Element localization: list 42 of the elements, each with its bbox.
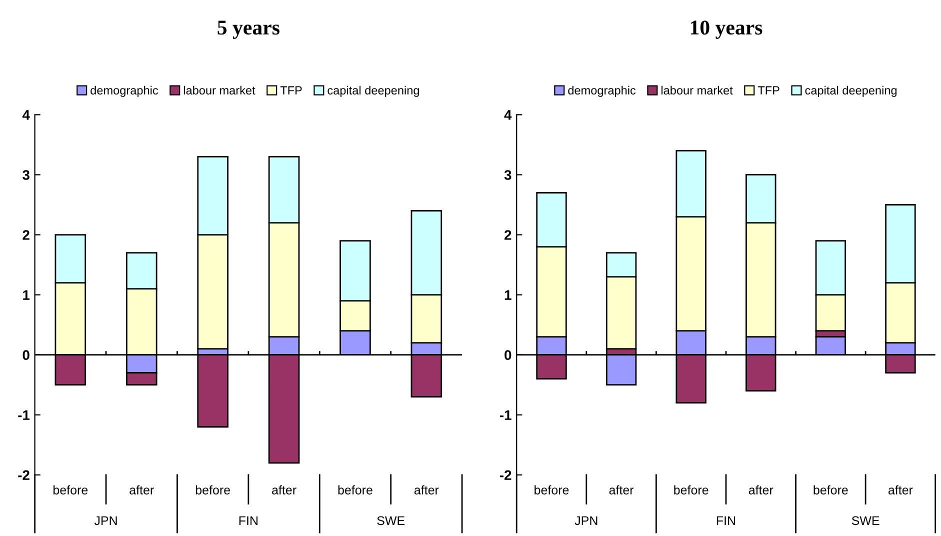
y-tick-label: -2 (500, 470, 512, 480)
y-tick-label: 0 (22, 350, 30, 360)
x-tick-label: after (609, 485, 634, 494)
text: FIN (239, 516, 258, 525)
y-tick-label: 1 (504, 290, 512, 300)
legend-label: demographic (568, 86, 636, 97)
y-tick-label: 2 (22, 230, 30, 240)
legend-label: capital deepening (328, 86, 419, 97)
text: FIN (716, 516, 736, 525)
legend-label: demographic (90, 86, 158, 97)
legend-label: TFP (280, 86, 302, 94)
x-tick-label: before (674, 485, 708, 494)
x-tick-label: before (338, 485, 372, 494)
y-tick-label: 3 (504, 170, 512, 180)
legend-label: TFP (758, 86, 780, 94)
legend-label: labour market (661, 86, 733, 95)
text: SWE (852, 516, 880, 526)
x-tick-label: before (54, 485, 88, 494)
y-tick-label: 2 (504, 230, 512, 240)
x-tick-label: after (272, 485, 296, 494)
chart-title: 10 years (690, 20, 762, 39)
x-tick-label: before (196, 485, 230, 494)
text: JPN (94, 516, 117, 526)
y-tick-label: -1 (18, 410, 30, 420)
y-tick-label: 4 (22, 110, 30, 120)
x-tick-label: after (748, 485, 774, 494)
text: SWE (377, 516, 405, 526)
y-tick-label: 3 (22, 170, 30, 180)
x-tick-label: after (130, 485, 154, 494)
y-tick-label: 1 (23, 290, 30, 300)
x-tick-label: before (814, 485, 848, 494)
legend-label: capital deepening (805, 86, 897, 97)
y-tick-label: -2 (18, 470, 30, 480)
text: JPN (574, 516, 598, 526)
y-tick-label: 4 (504, 110, 512, 120)
x-tick-label: before (534, 485, 569, 494)
y-tick-label: -1 (500, 410, 512, 420)
legend-label: labour market (184, 86, 256, 95)
x-tick-label: after (888, 485, 913, 494)
y-tick-label: 0 (504, 350, 512, 360)
chart-title: 5 years (218, 20, 280, 39)
x-tick-label: after (414, 485, 439, 494)
